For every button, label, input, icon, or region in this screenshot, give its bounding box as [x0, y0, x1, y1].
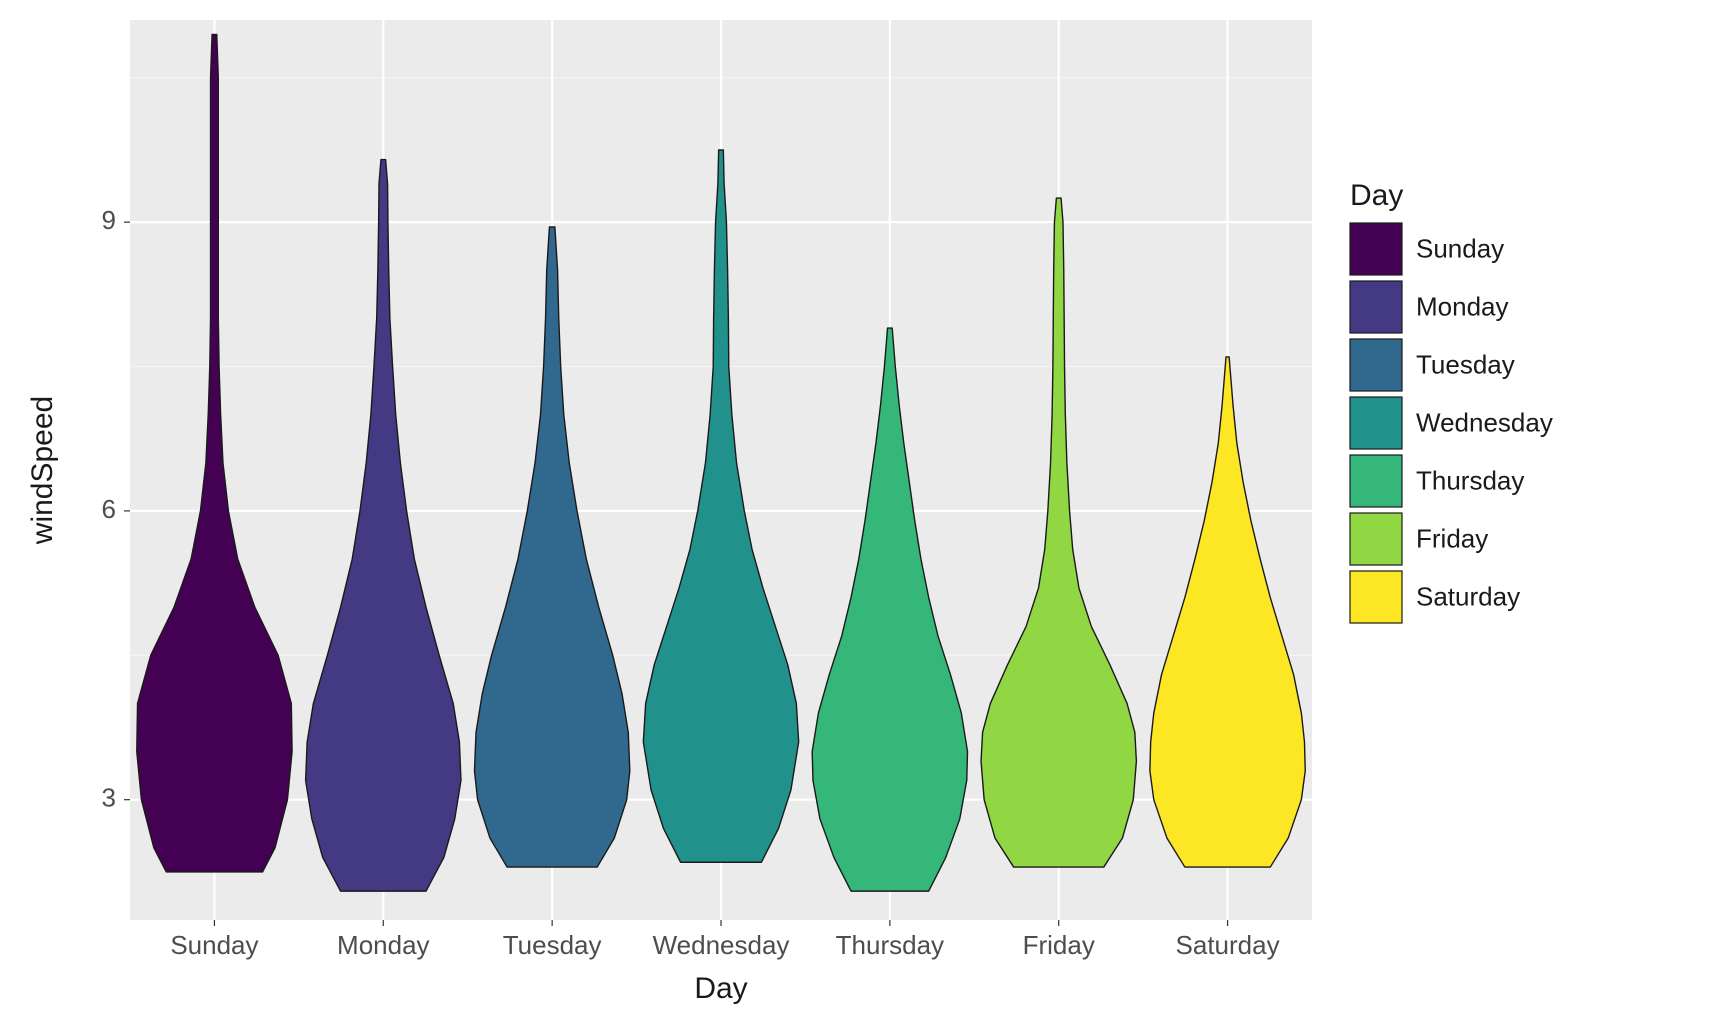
x-tick-label: Friday	[1023, 930, 1095, 960]
legend-label: Saturday	[1416, 581, 1520, 611]
legend-label: Wednesday	[1416, 407, 1553, 437]
y-tick-label: 3	[102, 783, 116, 813]
x-tick-label: Tuesday	[503, 930, 602, 960]
legend-swatch-thursday	[1350, 455, 1402, 507]
legend-swatch-monday	[1350, 281, 1402, 333]
x-tick-label: Wednesday	[653, 930, 790, 960]
legend-label: Friday	[1416, 523, 1488, 553]
y-tick-label: 9	[102, 205, 116, 235]
x-tick-label: Sunday	[170, 930, 258, 960]
legend-swatch-friday	[1350, 513, 1402, 565]
x-tick-label: Saturday	[1176, 930, 1280, 960]
x-tick-label: Thursday	[836, 930, 944, 960]
violin-chart: 3 6 9 Sunday Monday Tuesday Wednesday Thursday F…	[0, 0, 1728, 1036]
legend-label: Sunday	[1416, 233, 1504, 263]
y-axis-title: windSpeed	[26, 396, 59, 545]
legend-swatch-sunday	[1350, 223, 1402, 275]
y-tick-label: 6	[102, 494, 116, 524]
x-axis-title: Day	[694, 972, 747, 1005]
x-tick-label: Monday	[337, 930, 430, 960]
legend-swatch-saturday	[1350, 571, 1402, 623]
legend-swatch-wednesday	[1350, 397, 1402, 449]
legend-swatch-tuesday	[1350, 339, 1402, 391]
legend: Day Sunday Monday Tuesday Wednesday Thursday F…	[1350, 179, 1553, 623]
legend-label: Monday	[1416, 291, 1509, 321]
chart-container: 3 6 9 Sunday Monday Tuesday Wednesday Thursday F…	[0, 0, 1728, 1036]
legend-title: Day	[1350, 179, 1403, 212]
legend-label: Thursday	[1416, 465, 1524, 495]
legend-label: Tuesday	[1416, 349, 1515, 379]
